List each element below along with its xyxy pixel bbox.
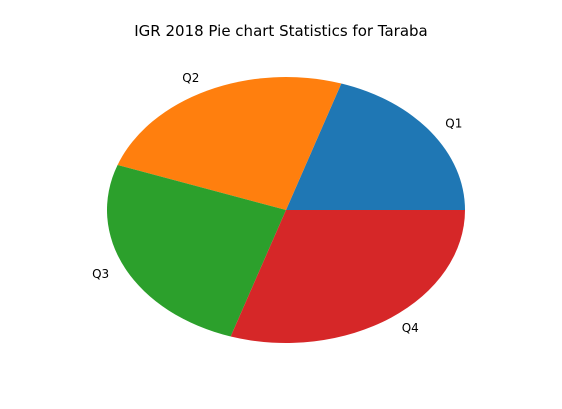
pie-slices xyxy=(106,77,465,343)
pie-label-q4: Q4 xyxy=(402,321,419,335)
pie-slice-q4 xyxy=(230,210,465,343)
chart-title: IGR 2018 Pie chart Statistics for Taraba xyxy=(134,22,428,40)
pie-label-q3: Q3 xyxy=(92,267,109,281)
pie-label-q1: Q1 xyxy=(445,117,462,131)
pie-labels: Q1 Q2 Q3 Q4 xyxy=(92,71,462,335)
pie-label-q2: Q2 xyxy=(182,71,199,85)
pie-slice-q2 xyxy=(117,77,342,210)
pie-slice-q3 xyxy=(106,164,286,337)
pie-slice-q1 xyxy=(286,83,465,210)
